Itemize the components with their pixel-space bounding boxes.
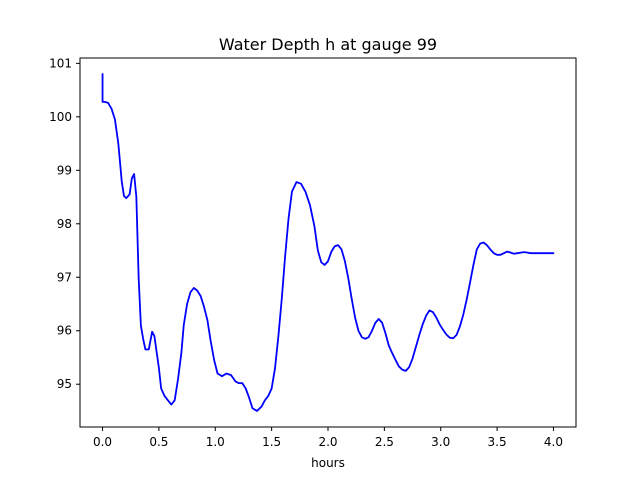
chart-title: Water Depth h at gauge 99 — [219, 35, 437, 54]
y-tick-label: 100 — [49, 110, 72, 124]
plot-series — [101, 73, 555, 412]
x-axis-ticks: 0.0 0.5 1.0 1.5 2.0 2.5 3.0 3.5 4.0 — [93, 427, 563, 449]
y-tick-label: 95 — [57, 377, 72, 391]
y-tick-label: 96 — [57, 324, 72, 338]
x-tick-label: 1.0 — [206, 435, 225, 449]
x-tick-label: 1.5 — [262, 435, 281, 449]
x-tick-label: 3.5 — [488, 435, 507, 449]
x-tick-label: 0.0 — [93, 435, 112, 449]
y-tick-label: 97 — [57, 270, 72, 284]
y-tick-label: 99 — [57, 163, 72, 177]
x-tick-label: 0.5 — [149, 435, 168, 449]
x-axis-label: hours — [311, 456, 345, 470]
x-tick-label: 2.0 — [318, 435, 337, 449]
y-tick-label: 101 — [49, 56, 72, 70]
x-tick-label: 3.0 — [431, 435, 450, 449]
x-tick-label: 2.5 — [375, 435, 394, 449]
y-axis-ticks: 95 96 97 98 99 100 101 — [49, 56, 80, 391]
x-tick-label: 4.0 — [544, 435, 563, 449]
y-tick-label: 98 — [57, 217, 72, 231]
water-depth-series-line — [101, 73, 555, 412]
plot-area-frame — [79, 57, 577, 428]
